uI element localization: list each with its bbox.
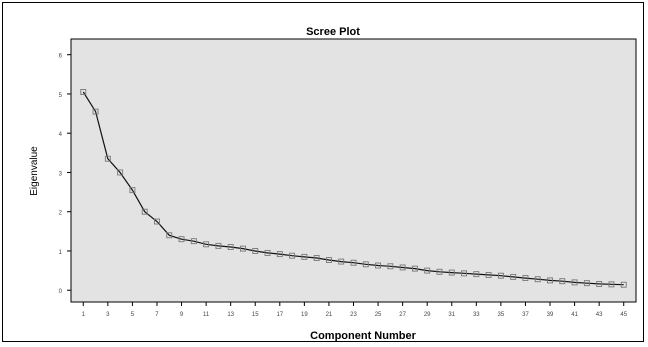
x-tick-label: 1 [82,312,86,318]
data-point-marker [559,278,566,285]
x-tick-label: 21 [326,312,333,318]
data-point-marker [252,248,259,254]
data-point-marker [313,255,320,261]
data-point-marker [154,218,160,225]
data-point-marker [583,280,590,287]
data-point-marker [338,258,345,265]
x-tick-label: 15 [252,312,259,318]
data-point-marker [461,270,467,277]
data-point-marker [117,169,124,176]
y-tick-label: 0 [59,289,63,295]
data-point-marker [301,253,308,260]
data-point-marker [473,271,480,278]
data-point-marker [534,276,541,283]
x-tick-label: 5 [131,312,135,318]
x-tick-label: 7 [155,312,159,318]
x-tick-label: 43 [596,312,603,318]
data-point-marker [448,269,455,276]
data-point-marker [350,259,357,266]
data-point-marker [497,272,504,279]
x-tick-label: 31 [448,312,455,318]
data-point-marker [571,279,578,286]
x-tick-label: 25 [375,312,382,318]
data-point-marker [522,275,529,282]
data-point-marker [276,251,283,258]
y-axis-ticks: 0 1 2 3 4 5 6 [59,54,71,295]
data-point-marker [141,208,148,215]
x-tick-label: 19 [301,312,308,318]
y-tick-label: 1 [59,250,63,256]
y-tick-label: 6 [59,54,63,60]
data-point-marker [203,241,210,248]
data-point-marker [375,262,382,269]
x-tick-label: 23 [350,312,357,318]
data-point-marker [620,281,627,288]
data-point-marker [362,261,369,268]
x-axis-label: Component Number [310,330,416,342]
data-point-marker [289,252,296,259]
data-point-marker [215,242,222,249]
data-point-marker [190,238,197,245]
data-point-marker [436,268,443,275]
data-point-marker [129,187,136,194]
x-axis-ticks: 1 3 5 7 9 11 13 15 17 19 21 23 25 27 29 31 33 35 37 39 41 43 4… [82,302,628,318]
data-point-marker [227,244,234,250]
data-point-marker [510,273,517,280]
data-point-marker [547,277,553,284]
x-tick-label: 37 [522,312,529,318]
data-point-marker [240,245,246,252]
scree-plot-chart: Scree Plot Eigenvalue Component Number 0… [29,26,637,342]
data-point-marker [80,89,87,95]
data-point-marker [485,271,492,278]
y-axis-label: Eigenvalue [29,146,40,196]
x-tick-label: 27 [399,312,406,318]
data-point-marker [92,108,99,115]
x-tick-label: 35 [498,312,505,318]
x-tick-label: 3 [106,312,110,318]
series-line [82,91,624,286]
x-tick-label: 33 [473,312,480,318]
y-tick-label: 2 [59,211,63,217]
chart-frame: Scree Plot Eigenvalue Component Number 0… [2,2,644,342]
chart-title: Scree Plot [306,26,360,38]
data-point-marker [411,265,418,272]
x-tick-label: 39 [547,312,554,318]
x-tick-label: 29 [424,312,431,318]
data-point-marker [424,267,431,274]
data-point-marker [166,232,173,239]
y-tick-label: 4 [59,132,63,138]
data-point-marker [104,155,111,162]
x-tick-label: 13 [227,312,234,318]
data-point-marker [264,249,271,256]
data-point-marker [178,236,185,243]
data-point-marker [387,263,394,270]
y-tick-label: 3 [59,171,63,177]
x-tick-label: 9 [180,312,184,318]
y-tick-label: 5 [59,93,63,99]
data-point-marker [399,264,406,271]
x-tick-label: 45 [620,312,627,318]
data-point-marker [325,257,332,263]
data-point-marker [596,280,603,287]
plot-area [70,38,637,303]
x-tick-label: 11 [203,312,210,318]
eigenvalue-series [80,89,627,288]
x-tick-label: 17 [276,312,283,318]
x-tick-label: 41 [571,312,578,318]
data-point-marker [608,281,615,288]
